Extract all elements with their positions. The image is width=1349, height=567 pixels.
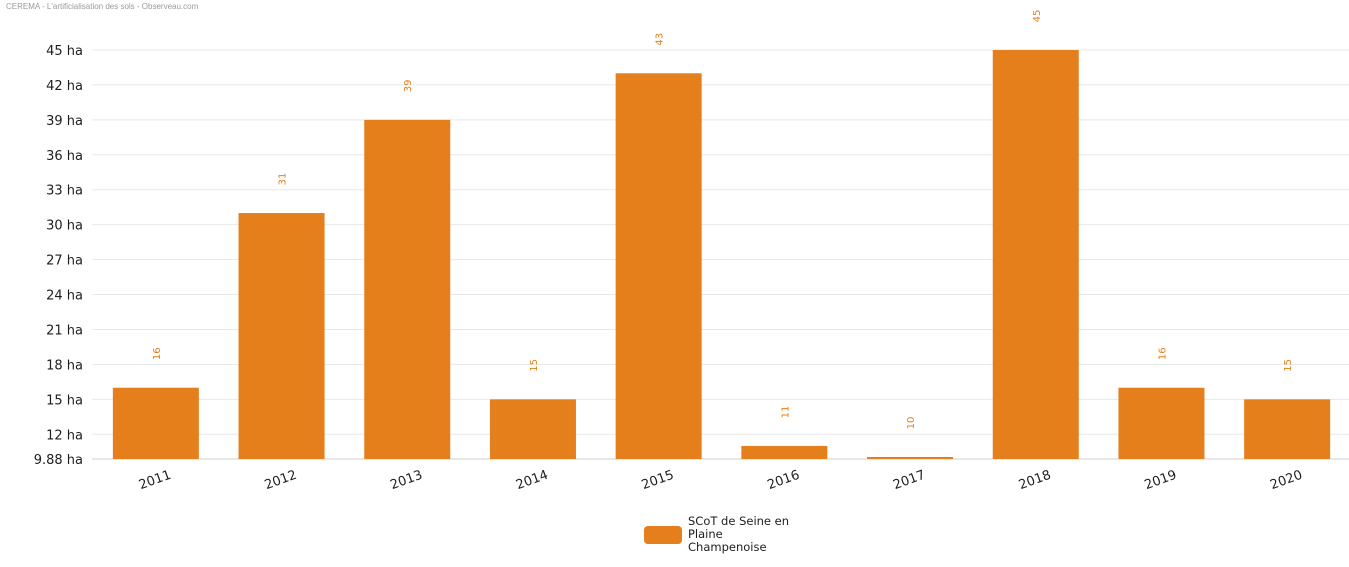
legend-swatch [644, 525, 682, 544]
y-tick-label: 18 ha [46, 358, 83, 373]
x-tick-label-2020: 2020 [1268, 468, 1304, 493]
source-credit: CEREMA - L'artificialisation des sols - … [6, 2, 199, 11]
data-label-2013: 39 [403, 80, 414, 93]
x-tick-label-2011: 2011 [137, 468, 173, 493]
bar-2019[interactable] [1118, 387, 1205, 459]
bar-2011[interactable] [112, 387, 199, 459]
x-tick-label-2017: 2017 [891, 468, 927, 493]
x-tick-label-2014: 2014 [514, 468, 550, 493]
y-tick-label: 33 ha [46, 184, 83, 199]
y-tick-label: 36 ha [46, 149, 83, 164]
y-tick-label: 27 ha [46, 254, 83, 269]
y-tick-label: 9.88 ha [34, 453, 83, 468]
data-label-2017: 10 [906, 417, 917, 430]
data-label-2012: 31 [278, 173, 289, 186]
x-tick-label-2012: 2012 [263, 468, 299, 493]
y-tick-label: 12 ha [46, 428, 83, 443]
bar-chart: 9.88 ha 12 ha 15 ha 18 ha 21 ha 24 ha 27 ha 30 … [34, 10, 1349, 493]
bars [112, 50, 1331, 460]
bar-2016[interactable] [741, 445, 828, 459]
x-tick-label-2015: 2015 [640, 468, 676, 493]
x-tick-label-2013: 2013 [388, 468, 424, 493]
bar-2017[interactable] [867, 457, 954, 459]
y-tick-label: 30 ha [46, 219, 83, 234]
data-label-2018: 45 [1032, 10, 1043, 23]
data-label-2011: 16 [152, 347, 163, 360]
y-tick-label: 45 ha [46, 44, 83, 59]
data-label-2019: 16 [1157, 347, 1168, 360]
bar-2014[interactable] [489, 399, 576, 459]
bar-2013[interactable] [364, 119, 451, 459]
bar-2015[interactable] [615, 73, 702, 460]
y-tick-label: 24 ha [46, 289, 83, 304]
x-tick-label-2016: 2016 [765, 468, 801, 493]
bar-2020[interactable] [1244, 399, 1331, 459]
bar-2012[interactable] [238, 213, 325, 459]
y-tick-label: 21 ha [46, 323, 83, 338]
data-label-2016: 11 [780, 406, 791, 419]
legend-item[interactable]: SCoT de Seine en Plaine Champenoise [644, 515, 800, 554]
legend-label: SCoT de Seine en Plaine Champenoise [688, 514, 790, 554]
x-axis: 2011 2012 2013 2014 2015 2016 2017 2018 2019 2020 [137, 468, 1305, 493]
y-axis: 9.88 ha 12 ha 15 ha 18 ha 21 ha 24 ha 27 ha 30 … [34, 44, 83, 468]
x-tick-label-2018: 2018 [1017, 468, 1053, 493]
data-label-2014: 15 [529, 359, 540, 372]
bar-2018[interactable] [992, 50, 1079, 459]
y-tick-label: 42 ha [46, 79, 83, 94]
y-tick-label: 39 ha [46, 114, 83, 129]
data-label-2015: 43 [655, 33, 666, 46]
x-tick-label-2019: 2019 [1143, 468, 1179, 493]
y-tick-label: 15 ha [46, 393, 83, 408]
data-labels: 16 31 39 15 43 11 10 45 16 15 [152, 10, 1294, 430]
data-label-2020: 15 [1283, 359, 1294, 372]
